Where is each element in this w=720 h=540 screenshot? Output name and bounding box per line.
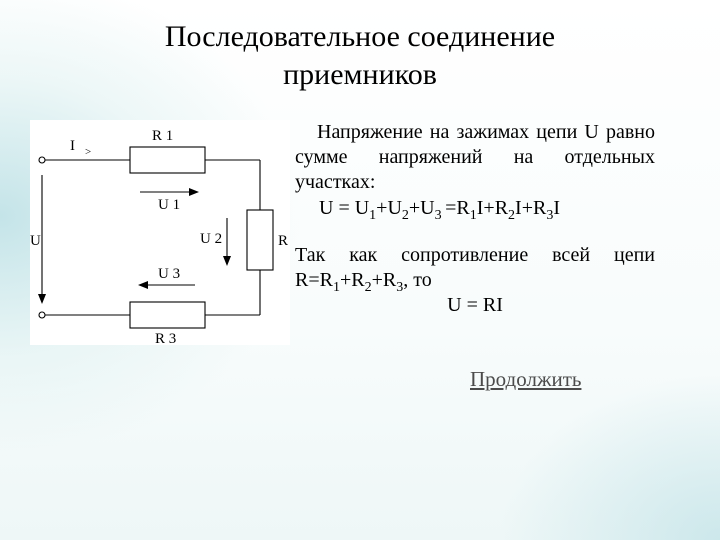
equation-2: U = RI	[295, 293, 655, 318]
label-U1: U 1	[158, 197, 180, 213]
paragraph-1: Напряжение на зажимах цепи U равно сумме…	[295, 120, 655, 195]
title-line-2: приемников	[283, 58, 437, 91]
continue-link[interactable]: Продолжить	[470, 366, 581, 392]
page-title: Последовательное соединение приемников	[0, 0, 720, 93]
text-column: Напряжение на зажимах цепи U равно сумме…	[295, 120, 690, 393]
content-row: I > R 1 R 2 R 3	[0, 120, 720, 393]
label-U3: U 3	[158, 266, 180, 282]
label-R3: R 3	[155, 331, 176, 345]
equation-1: U = U1+U2+U3 =R1I+R2I+R3I	[295, 196, 655, 221]
p1-text: Напряжение на зажимах цепи U равно сумме…	[295, 121, 655, 193]
label-U: U	[30, 233, 41, 249]
label-R2: R 2	[278, 233, 290, 249]
title-line-1: Последовательное соединение	[165, 20, 555, 53]
label-I: I	[70, 138, 75, 154]
svg-text:>: >	[85, 146, 91, 158]
circuit-svg: I > R 1 R 2 R 3	[30, 120, 290, 345]
label-U2: U 2	[200, 231, 222, 247]
paragraph-3: Так как сопротивление всей цепи R=R1+R2+…	[295, 243, 655, 293]
label-R1: R 1	[152, 128, 173, 144]
circuit-diagram: I > R 1 R 2 R 3	[0, 120, 295, 393]
